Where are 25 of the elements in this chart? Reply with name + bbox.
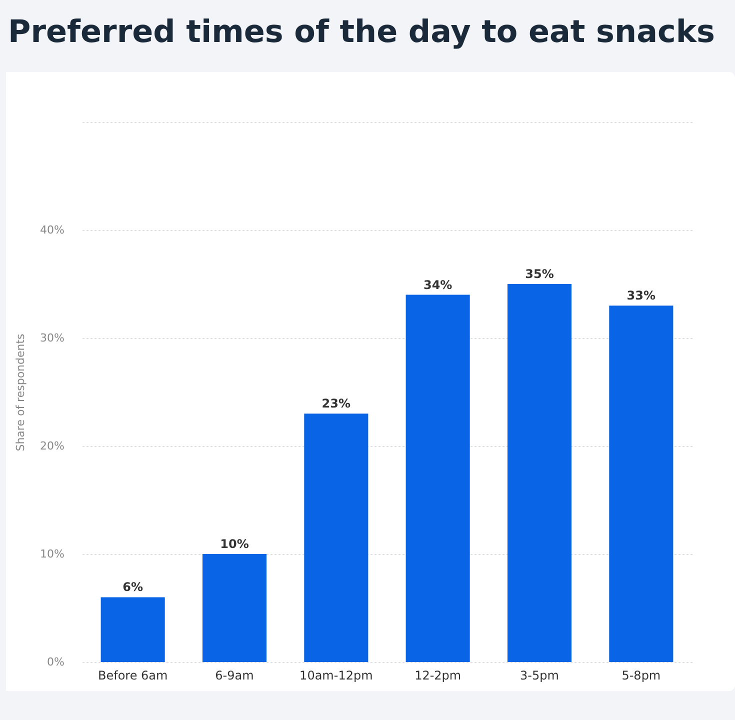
data-label: 35% bbox=[525, 267, 554, 281]
chart-title: Preferred times of the day to eat snacks bbox=[7, 13, 716, 50]
x-tick-label: 12-2pm bbox=[414, 668, 462, 682]
bar bbox=[507, 284, 572, 662]
y-tick-label: 40% bbox=[40, 224, 64, 236]
y-tick-label: 20% bbox=[40, 440, 64, 452]
x-tick-label: Before 6am bbox=[98, 668, 168, 682]
y-axis-title: Share of respondents bbox=[14, 333, 28, 452]
y-tick-label: 0% bbox=[47, 656, 64, 668]
data-label: 23% bbox=[322, 396, 351, 411]
x-tick-label: 6-9am bbox=[215, 668, 254, 682]
bar bbox=[304, 414, 368, 662]
bar bbox=[406, 294, 470, 662]
data-label: 10% bbox=[220, 537, 249, 551]
y-tick-label: 30% bbox=[40, 332, 64, 344]
y-tick-label: 10% bbox=[40, 548, 64, 560]
x-tick-label: 10am-12pm bbox=[300, 668, 373, 682]
data-label: 34% bbox=[423, 278, 452, 292]
x-tick-label: 3-5pm bbox=[520, 668, 559, 682]
data-label: 6% bbox=[122, 580, 144, 594]
bar bbox=[100, 597, 165, 662]
bar bbox=[202, 554, 267, 662]
data-label: 33% bbox=[626, 288, 656, 303]
bar bbox=[609, 306, 674, 662]
x-tick-label: 5-8pm bbox=[622, 668, 661, 682]
